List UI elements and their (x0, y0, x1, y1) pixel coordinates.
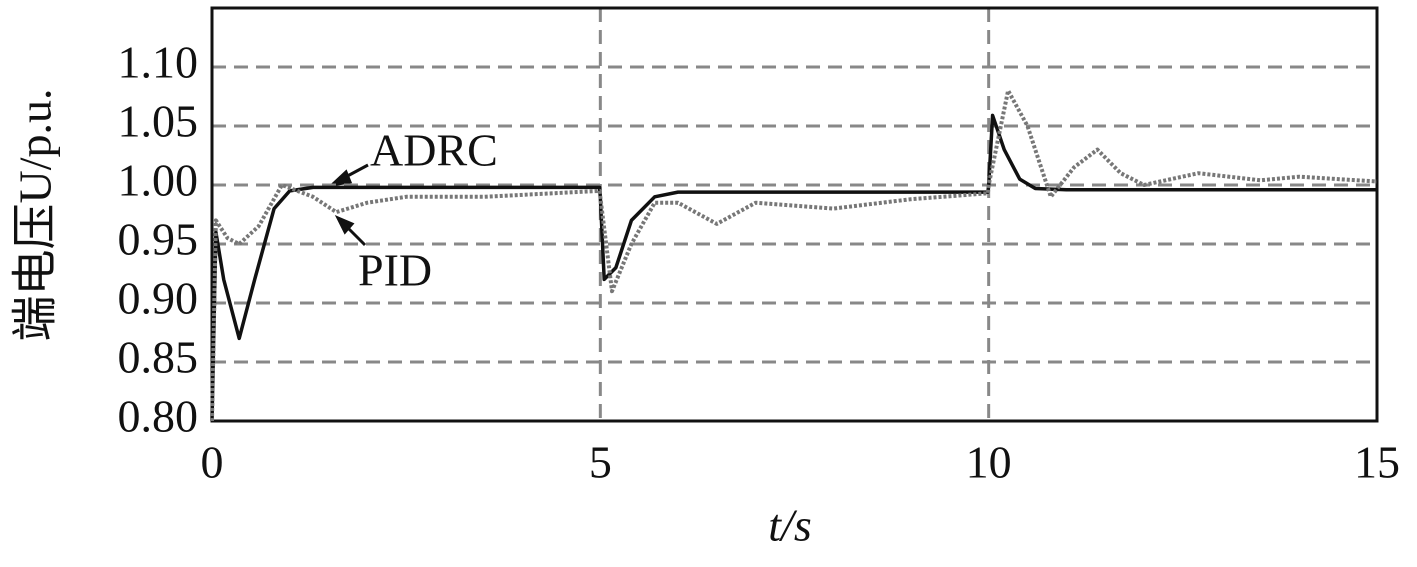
y-axis-label: 端电压U/p.u. (10, 89, 61, 342)
y-tick-label: 1.00 (118, 155, 199, 206)
y-tick-label: 1.10 (118, 37, 199, 88)
annotation: PID (358, 245, 432, 296)
y-tick-label: 0.80 (118, 391, 199, 442)
plot-frame (210, 6, 1379, 423)
x-tick-label: 0 (201, 437, 224, 488)
annotation: ADRC (370, 125, 498, 176)
line-series (210, 88, 1378, 422)
x-tick-label: 15 (1354, 437, 1400, 488)
y-tick-label: 0.95 (118, 214, 199, 265)
x-tick-label: 5 (589, 437, 612, 488)
arrow-head (327, 169, 353, 188)
y-tick-label: 0.90 (118, 273, 199, 324)
line-series (210, 113, 1377, 422)
x-axis-label: t/s (768, 500, 811, 551)
y-tick-label: 0.85 (118, 332, 199, 383)
y-tick-label: 1.05 (118, 96, 199, 147)
x-tick-label: 10 (966, 437, 1012, 488)
arrow-head (334, 215, 355, 235)
annotation-arrows (327, 163, 369, 247)
